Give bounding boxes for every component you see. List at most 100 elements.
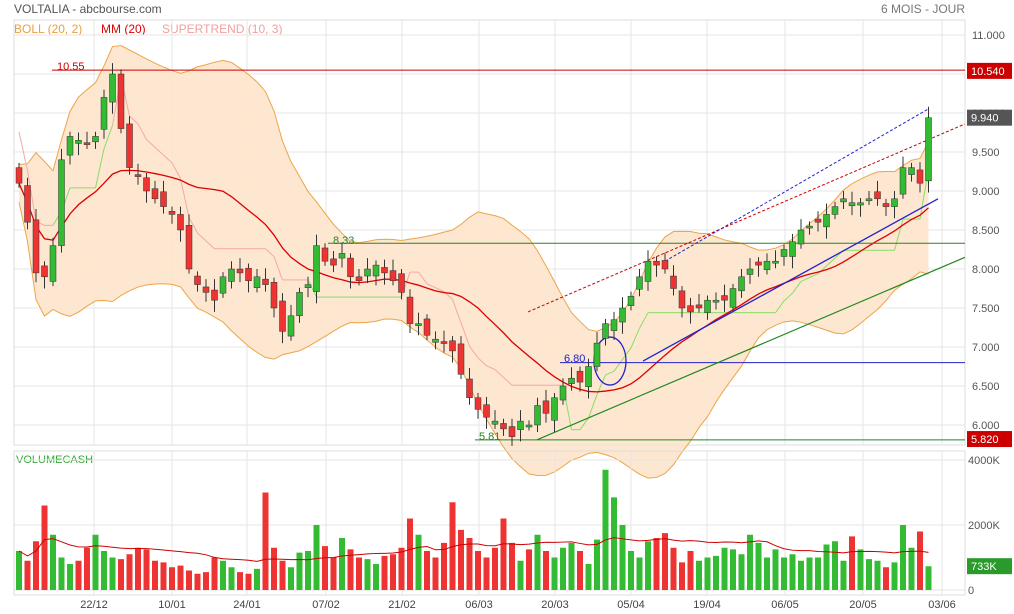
price-tick-label: 9.000 bbox=[972, 186, 1000, 198]
volume-bar bbox=[75, 560, 82, 590]
volume-bar bbox=[551, 557, 558, 590]
price-panel[interactable]: 10.55 8.33 6.80 5.81 11.00010.50010.0009… bbox=[13, 19, 1012, 479]
candle-body bbox=[891, 198, 898, 207]
candle-body bbox=[126, 123, 133, 168]
candle-body bbox=[457, 343, 465, 375]
volume-bar bbox=[339, 538, 345, 590]
candle-body bbox=[321, 247, 329, 262]
volume-bar bbox=[458, 529, 464, 590]
candle-body bbox=[559, 385, 567, 401]
candle-body bbox=[109, 73, 116, 103]
volume-bar bbox=[908, 547, 915, 590]
volume-bar bbox=[373, 564, 379, 590]
volume-bar bbox=[313, 525, 320, 590]
volume-bar bbox=[645, 541, 651, 590]
volume-bar bbox=[679, 562, 685, 590]
candle-body bbox=[372, 264, 380, 277]
volume-bars bbox=[16, 469, 932, 590]
volume-bar bbox=[687, 551, 694, 590]
candle-body bbox=[440, 341, 448, 344]
candle-body bbox=[848, 202, 856, 207]
supertrend-segment bbox=[817, 265, 827, 275]
date-tick-label: 21/02 bbox=[388, 599, 416, 611]
price-marker-label: 9.940 bbox=[971, 113, 999, 125]
volume-bar bbox=[466, 538, 473, 590]
supertrend-segment bbox=[894, 218, 904, 251]
volume-bar bbox=[92, 534, 99, 590]
candle-body bbox=[874, 191, 881, 200]
volume-bar bbox=[271, 547, 277, 590]
date-tick-label: 22/12 bbox=[80, 599, 108, 611]
volume-bar bbox=[228, 567, 235, 590]
volume-bar bbox=[330, 557, 337, 590]
supertrend-line bbox=[18, 77, 929, 431]
bollinger-lower bbox=[18, 201, 929, 479]
candle-body bbox=[160, 191, 167, 207]
volume-bar bbox=[925, 566, 932, 590]
supertrend-segment bbox=[137, 123, 147, 140]
date-tick-label: 06/05 bbox=[771, 599, 799, 611]
supertrend-segment bbox=[435, 287, 445, 293]
volume-bar bbox=[917, 531, 923, 590]
price-tick-label: 7.500 bbox=[972, 303, 1000, 315]
volume-bar bbox=[526, 549, 532, 590]
supertrend-segment bbox=[826, 257, 836, 267]
volume-bar bbox=[16, 551, 22, 590]
candle-body bbox=[763, 260, 771, 271]
volume-bar bbox=[568, 542, 575, 590]
candle-body bbox=[24, 185, 31, 223]
volume-bar bbox=[704, 557, 711, 590]
candle-body bbox=[15, 167, 23, 184]
volume-bar bbox=[781, 557, 787, 590]
candle-body bbox=[593, 342, 601, 367]
level-annotations: 10.55 8.33 6.80 5.81 bbox=[57, 61, 585, 443]
trendline-dotted-blue bbox=[664, 108, 929, 262]
volume-bar bbox=[670, 547, 677, 590]
candle-body bbox=[58, 159, 65, 246]
supertrend-segment bbox=[154, 146, 164, 156]
supertrend-segment bbox=[265, 248, 275, 257]
period-label[interactable]: 6 MOIS - JOUR bbox=[881, 2, 965, 16]
supertrend-segment bbox=[809, 273, 819, 279]
candle-body bbox=[483, 404, 490, 418]
volume-bar bbox=[585, 564, 592, 590]
volume-bar bbox=[764, 557, 770, 590]
volume-bar bbox=[602, 469, 609, 590]
volume-bar bbox=[849, 536, 855, 590]
candle-body bbox=[908, 167, 915, 175]
candle-body bbox=[406, 296, 414, 324]
volume-bar bbox=[900, 525, 906, 590]
volume-bar bbox=[594, 539, 600, 590]
volume-bar bbox=[560, 547, 566, 590]
supertrend-segment bbox=[180, 178, 190, 218]
moving-average-line bbox=[18, 169, 929, 393]
supertrend-segment bbox=[494, 369, 504, 378]
candle-body bbox=[228, 268, 235, 282]
volume-bar bbox=[24, 560, 31, 590]
date-tick-label: 06/03 bbox=[465, 599, 493, 611]
candle-body bbox=[381, 267, 388, 274]
volume-bar bbox=[832, 541, 838, 590]
candle-body bbox=[806, 225, 813, 229]
volume-bar bbox=[84, 547, 90, 590]
candle-body bbox=[177, 214, 184, 231]
candle-body bbox=[704, 299, 711, 313]
candle-body bbox=[755, 261, 762, 266]
candle-body bbox=[925, 117, 932, 182]
candle-body bbox=[313, 245, 320, 292]
candle-body bbox=[75, 140, 82, 144]
legend-supertrend[interactable]: SUPERTREND (10, 3) bbox=[162, 22, 282, 36]
volume-bar bbox=[152, 560, 158, 590]
candle-body bbox=[721, 295, 728, 301]
volume-bar bbox=[747, 534, 753, 590]
volume-bar bbox=[662, 533, 668, 590]
volume-bar bbox=[500, 518, 507, 590]
volume-bar bbox=[262, 492, 269, 590]
legend-mm[interactable]: MM (20) bbox=[101, 22, 146, 36]
trendline-dotted-red bbox=[527, 123, 966, 313]
legend-boll[interactable]: BOLL (20, 2) bbox=[14, 22, 82, 36]
candle-body bbox=[398, 273, 405, 293]
trendline-support-green bbox=[536, 256, 966, 441]
supertrend-segment bbox=[188, 217, 198, 234]
